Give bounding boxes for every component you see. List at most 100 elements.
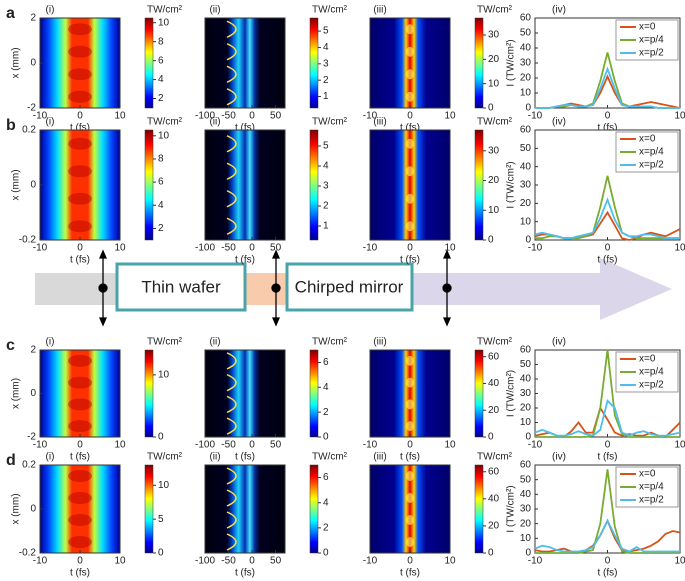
colorbar-tick-label: 1 xyxy=(323,91,329,102)
y-axis-label: I (TW/cm²) xyxy=(506,39,517,86)
y-tick-label: 50 xyxy=(520,28,532,39)
x-tick-label: 50 xyxy=(270,111,282,122)
x-tick-label: -10 xyxy=(528,440,543,451)
y-tick-label: 10 xyxy=(520,417,532,428)
panel-label: (iv) xyxy=(552,117,566,128)
colorbar-tick-label: 5 xyxy=(158,514,164,525)
heatmap-texture xyxy=(68,398,92,411)
x-axis-label: t (fs) xyxy=(235,123,255,134)
x-tick-label: 10 xyxy=(674,243,685,254)
y-tick-label: 0.2 xyxy=(22,125,36,136)
colorbar-tick-label: 8 xyxy=(158,36,164,47)
heatmap-texture xyxy=(68,192,92,205)
x-tick-label: 10 xyxy=(114,556,126,567)
panel-label: (iii) xyxy=(373,452,386,463)
colorbar-tick-label: 60 xyxy=(488,351,500,362)
panel-label: (ii) xyxy=(209,452,220,463)
heatmap-texture xyxy=(68,514,92,526)
heatmap-texture xyxy=(226,88,237,106)
panel-label: (i) xyxy=(46,452,55,463)
colorbar-unit: TW/cm² xyxy=(477,117,513,128)
x-axis-label: t (fs) xyxy=(235,568,255,579)
heatmap-texture xyxy=(226,43,237,61)
y-tick-label: 0 xyxy=(30,58,36,69)
colorbar xyxy=(144,17,154,109)
y-tick-label: 2 xyxy=(30,345,36,356)
y-axis-label: x (mm) xyxy=(11,378,22,409)
colorbar-unit: TW/cm² xyxy=(312,117,348,128)
panel-label: (i) xyxy=(46,5,55,16)
plot-frame xyxy=(204,17,286,109)
heatmap-texture xyxy=(226,20,237,38)
panel-label: (iii) xyxy=(373,117,386,128)
colorbar-tick-label: 10 xyxy=(158,369,170,380)
colorbar-tick-label: 6 xyxy=(158,177,164,188)
colorbar-tick-label: 5 xyxy=(323,141,329,152)
colorbar-unit: TW/cm² xyxy=(147,117,183,128)
y-tick-label: -2 xyxy=(27,103,36,114)
heatmap-texture xyxy=(226,533,237,551)
y-tick-label: 2 xyxy=(30,13,36,24)
x-tick-label: -10 xyxy=(363,440,378,451)
heatmap-texture xyxy=(68,354,92,367)
y-tick-label: 50 xyxy=(520,143,532,154)
x-axis-label: t (fs) xyxy=(70,568,90,579)
y-tick-label: 40 xyxy=(520,374,532,385)
series-line xyxy=(535,469,680,554)
heatmap-texture xyxy=(406,515,414,525)
x-tick-label: -10 xyxy=(33,243,48,254)
heatmap-texture xyxy=(68,470,92,482)
colorbar-tick-label: 4 xyxy=(323,161,329,172)
colorbar-tick-label: 10 xyxy=(488,78,500,89)
panel-label: (i) xyxy=(46,337,55,348)
colorbar-tick-label: 2 xyxy=(323,522,329,533)
x-tick-label: 50 xyxy=(270,440,282,451)
process-band: Thin wafer Chirped mirror xyxy=(35,249,672,327)
legend-label: x=p/2 xyxy=(639,48,664,59)
colorbar-tick-label: 10 xyxy=(158,480,170,491)
colorbar xyxy=(144,129,154,241)
legend-label: x=p/4 xyxy=(639,367,664,378)
heatmap-texture xyxy=(68,220,92,233)
colorbar-unit: TW/cm² xyxy=(477,452,513,463)
x-tick-label: -100 xyxy=(195,111,215,122)
stage-box xyxy=(115,262,247,312)
legend-label: x=p/2 xyxy=(639,380,664,391)
colorbar xyxy=(474,129,484,241)
colorbar-tick-label: 6 xyxy=(158,55,164,66)
x-axis-label: t (fs) xyxy=(598,123,618,134)
x-axis-label: t (fs) xyxy=(235,255,255,266)
x-tick-label: -10 xyxy=(528,111,543,122)
y-tick-label: 10 xyxy=(520,216,532,227)
heatmap-texture xyxy=(406,421,414,432)
legend-label: x=0 xyxy=(639,469,656,480)
colorbar-tick-label: 0 xyxy=(488,548,494,559)
series-line xyxy=(535,66,680,109)
y-tick-label: 30 xyxy=(520,58,532,69)
legend-label: x=p/4 xyxy=(639,147,664,158)
y-tick-label: 40 xyxy=(520,161,532,172)
colorbar-tick-label: 10 xyxy=(158,17,170,28)
colorbar xyxy=(474,349,484,438)
y-axis-label: x (mm) xyxy=(11,47,22,78)
heatmap-texture xyxy=(406,193,414,204)
x-tick-label: -10 xyxy=(363,111,378,122)
heatmap-texture xyxy=(406,91,414,102)
heatmap-texture xyxy=(226,162,237,180)
y-tick-label: -0.2 xyxy=(19,235,37,246)
colorbar xyxy=(309,349,319,438)
y-tick-label: 0 xyxy=(30,504,36,515)
heatmap-texture xyxy=(226,373,237,392)
heatmap-image xyxy=(205,18,285,108)
x-tick-label: 0 xyxy=(605,111,611,122)
x-axis-label: t (fs) xyxy=(400,452,420,463)
x-tick-label: 10 xyxy=(674,440,685,451)
colorbar-tick-label: 4 xyxy=(323,42,329,53)
colorbar-tick-label: 20 xyxy=(488,175,500,186)
colorbar-tick-label: 4 xyxy=(158,200,164,211)
y-axis-label: I (TW/cm²) xyxy=(506,370,517,417)
plot-frame xyxy=(204,349,286,438)
heatmap-texture xyxy=(406,166,414,177)
x-tick-label: 10 xyxy=(444,440,456,451)
